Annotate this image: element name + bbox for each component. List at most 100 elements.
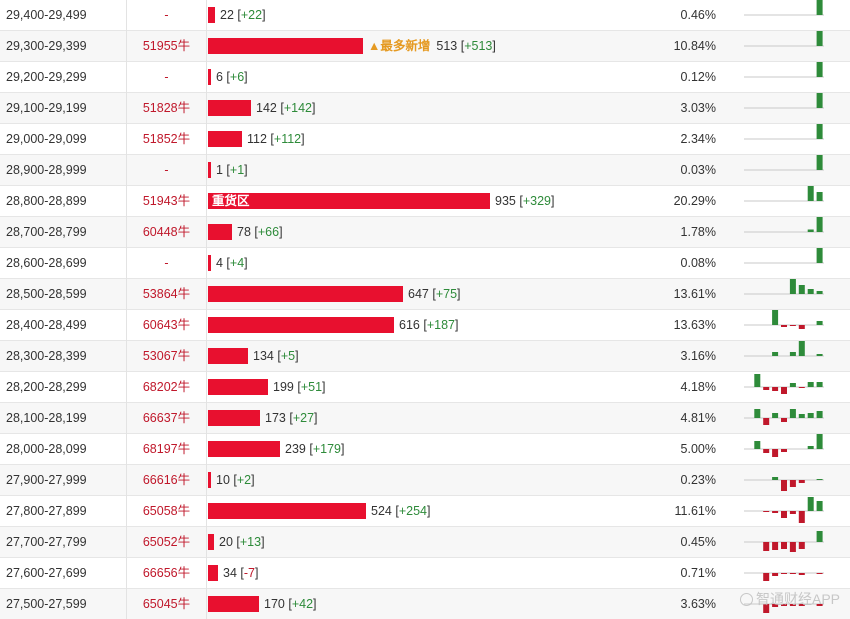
count-bar-cell: 616 [+187] bbox=[207, 310, 667, 341]
watermark-logo-icon bbox=[739, 593, 753, 606]
percent-value: 0.12% bbox=[680, 70, 716, 84]
sparkline-bar bbox=[763, 449, 770, 453]
count-value: 170 bbox=[264, 597, 285, 611]
count-value: 239 bbox=[285, 442, 306, 456]
sparkline-chart bbox=[744, 531, 824, 552]
sparkline-bar bbox=[772, 477, 779, 480]
sparkline-chart bbox=[744, 477, 824, 491]
count-bar bbox=[208, 596, 259, 612]
sparkline-bar bbox=[789, 352, 796, 356]
sparkline-bar bbox=[798, 285, 805, 294]
count-bar bbox=[208, 472, 211, 488]
count-label: ▲最多新增 513 [+513] bbox=[368, 39, 496, 53]
sparkline-bar bbox=[798, 325, 805, 329]
count-bar-cell: 170 [+42] bbox=[207, 589, 667, 619]
table-row: 28,900-28,999-1 [+1] 0.03% bbox=[0, 155, 850, 186]
sparkline-bar bbox=[763, 511, 770, 512]
strike-range: 28,300-28,399 bbox=[0, 341, 127, 372]
sparkline-bar bbox=[754, 441, 761, 449]
change-value: +66 bbox=[257, 225, 280, 239]
count-label: 4 [+4] bbox=[216, 256, 248, 270]
table-row: 27,700-27,799 65052牛 20 [+13] 0.45% bbox=[0, 527, 850, 558]
count-label: 20 [+13] bbox=[219, 535, 265, 549]
contract-code: 68202牛 bbox=[127, 372, 207, 403]
sparkline-chart bbox=[744, 572, 824, 581]
count-bar-cell: 重货区 935 [+329] bbox=[207, 186, 667, 217]
sparkline-bar bbox=[798, 341, 805, 356]
count-bar-cell: 199 [+51] bbox=[207, 372, 667, 403]
count-value: 513 bbox=[436, 39, 458, 53]
sparkline bbox=[744, 124, 824, 155]
change-value: +42 bbox=[291, 597, 314, 611]
strike-range: 28,900-28,999 bbox=[0, 155, 127, 186]
count-value: 4 bbox=[216, 256, 223, 270]
count-bar bbox=[208, 193, 490, 209]
sparkline-chart bbox=[744, 434, 824, 457]
percent-value: 11.61% bbox=[674, 504, 716, 518]
change-value: +187 bbox=[426, 318, 455, 332]
change-value: +75 bbox=[435, 287, 458, 301]
percent-value: 20.29% bbox=[673, 194, 716, 208]
sparkline bbox=[744, 589, 824, 619]
count-value: 112 bbox=[247, 132, 267, 146]
table-row: 27,900-27,999 66616牛 10 [+2] 0.23% bbox=[0, 465, 850, 496]
sparkline-bar bbox=[816, 62, 823, 77]
sparkline-bar bbox=[807, 289, 814, 294]
count-bar bbox=[208, 131, 242, 147]
change-value: +179 bbox=[312, 442, 341, 456]
sparkline bbox=[744, 93, 824, 124]
count-label: 34 [-7] bbox=[223, 566, 259, 580]
sparkline bbox=[744, 310, 824, 341]
sparkline-bar bbox=[763, 387, 770, 390]
sparkline-bar bbox=[772, 449, 779, 457]
strike-range: 27,600-27,699 bbox=[0, 558, 127, 589]
count-value: 1 bbox=[216, 163, 223, 177]
strike-range: 28,700-28,799 bbox=[0, 217, 127, 248]
sparkline-bar bbox=[789, 409, 796, 418]
change-value: +254 bbox=[398, 504, 427, 518]
table-row: 28,800-28,899 51943牛 重货区 935 [+329] 20.29% bbox=[0, 186, 850, 217]
watermark-text: 智通财经APP bbox=[755, 591, 840, 607]
count-label: 134 [+5] bbox=[253, 349, 299, 363]
table-row: 27,800-27,899 65058牛 524 [+254] 11.61% bbox=[0, 496, 850, 527]
sparkline-bar bbox=[789, 480, 796, 487]
sparkline-chart bbox=[744, 310, 824, 329]
percent-value: 0.45% bbox=[680, 535, 716, 549]
count-label: 616 [+187] bbox=[399, 318, 459, 332]
percent-value: 1.78% bbox=[680, 225, 716, 239]
count-bar bbox=[208, 348, 248, 364]
sparkline-bar bbox=[807, 497, 814, 511]
sparkline-bar bbox=[816, 382, 823, 387]
percent-value: 0.46% bbox=[680, 8, 716, 22]
percent-value: 0.71% bbox=[680, 566, 716, 580]
strike-range: 27,800-27,899 bbox=[0, 496, 127, 527]
count-bar-cell: 6 [+6] bbox=[207, 62, 667, 93]
count-label: 647 [+75] bbox=[408, 287, 461, 301]
percent-value: 3.16% bbox=[680, 349, 716, 363]
sparkline-bar bbox=[772, 511, 779, 513]
sparkline-bar bbox=[772, 310, 779, 325]
count-label: 239 [+179] bbox=[285, 442, 345, 456]
sparkline bbox=[744, 155, 824, 186]
sparkline-bar bbox=[816, 248, 823, 263]
change-value: +329 bbox=[522, 194, 551, 208]
percent-value: 4.18% bbox=[680, 380, 716, 394]
count-label: 78 [+66] bbox=[237, 225, 283, 239]
table-row: 29,000-29,099 51852牛 112 [+112] 2.34% bbox=[0, 124, 850, 155]
count-bar-cell: 173 [+27] bbox=[207, 403, 667, 434]
count-bar bbox=[208, 379, 268, 395]
sparkline-bar bbox=[807, 382, 814, 387]
sparkline-bar bbox=[789, 573, 796, 574]
sparkline-bar bbox=[781, 542, 787, 549]
count-value: 935 bbox=[495, 194, 516, 208]
strike-range: 28,800-28,899 bbox=[0, 186, 127, 217]
strike-range: 27,700-27,799 bbox=[0, 527, 127, 558]
contract-code: 60643牛 bbox=[127, 310, 207, 341]
change-value: +513 bbox=[464, 39, 493, 53]
sparkline-bar bbox=[816, 0, 823, 15]
change-value: -7 bbox=[243, 566, 255, 580]
sparkline-bar bbox=[781, 325, 787, 327]
percent-value: 3.63% bbox=[680, 597, 716, 611]
change-value: +112 bbox=[273, 132, 302, 146]
most-added-tag: ▲最多新增 bbox=[368, 39, 431, 53]
